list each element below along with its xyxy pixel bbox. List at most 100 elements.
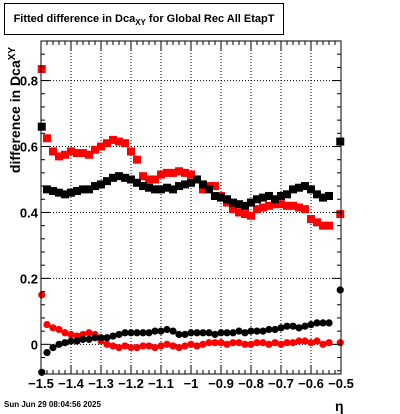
data-point-circle-3 bbox=[61, 339, 69, 347]
data-point-square-1 bbox=[151, 185, 159, 194]
data-point-circle-2 bbox=[193, 342, 201, 350]
data-point-square-0 bbox=[37, 65, 46, 74]
data-point-square-0 bbox=[139, 172, 147, 181]
data-point-square-0 bbox=[277, 200, 285, 209]
data-point-square-1 bbox=[229, 198, 237, 207]
data-point-square-0 bbox=[271, 200, 279, 209]
data-point-circle-3 bbox=[319, 319, 327, 327]
data-point-square-0 bbox=[109, 135, 117, 144]
data-point-circle-2 bbox=[283, 339, 291, 347]
data-point-square-0 bbox=[49, 147, 57, 156]
data-point-square-1 bbox=[336, 137, 345, 146]
data-point-circle-2 bbox=[235, 339, 243, 347]
data-point-square-1 bbox=[247, 198, 255, 207]
data-point-circle-3 bbox=[175, 330, 183, 339]
x-tick-label: −1.2 bbox=[118, 376, 144, 391]
data-point-square-0 bbox=[247, 211, 255, 220]
data-point-square-0 bbox=[85, 150, 93, 159]
data-point-square-1 bbox=[91, 182, 99, 191]
data-point-circle-3 bbox=[289, 322, 297, 330]
data-point-circle-2 bbox=[265, 340, 273, 348]
data-point-circle-3 bbox=[157, 327, 165, 335]
data-point-circle-3 bbox=[43, 348, 51, 357]
data-point-circle-2 bbox=[55, 325, 63, 334]
data-point-square-0 bbox=[67, 147, 75, 156]
x-tick-label: −0.8 bbox=[238, 376, 264, 391]
data-point-square-0 bbox=[145, 175, 153, 184]
data-point-circle-2 bbox=[151, 344, 159, 352]
data-point-circle-2 bbox=[175, 344, 183, 352]
data-point-circle-3 bbox=[217, 329, 225, 337]
data-point-circle-3 bbox=[79, 335, 87, 343]
data-point-square-0 bbox=[163, 168, 171, 177]
data-point-square-1 bbox=[67, 188, 75, 197]
data-point-square-1 bbox=[37, 122, 46, 131]
data-point-circle-3 bbox=[271, 325, 279, 334]
data-point-circle-3 bbox=[91, 334, 99, 342]
y-tick-label: 0.2 bbox=[20, 271, 38, 286]
data-point-circle-3 bbox=[313, 319, 321, 327]
data-point-circle-2 bbox=[277, 340, 285, 348]
data-point-circle-3 bbox=[38, 368, 46, 376]
data-point-square-1 bbox=[79, 185, 87, 194]
data-point-square-1 bbox=[145, 183, 153, 192]
data-point-circle-3 bbox=[247, 327, 255, 335]
x-tick-label: −0.6 bbox=[298, 376, 324, 391]
data-point-circle-3 bbox=[49, 344, 57, 352]
data-point-square-1 bbox=[49, 187, 57, 196]
data-point-square-1 bbox=[223, 195, 231, 204]
data-point-circle-3 bbox=[241, 329, 249, 337]
data-point-square-0 bbox=[43, 134, 51, 143]
data-point-square-0 bbox=[325, 221, 333, 230]
data-point-circle-2 bbox=[145, 342, 153, 350]
data-point-circle-2 bbox=[157, 342, 165, 350]
data-point-circle-3 bbox=[187, 329, 195, 337]
axes: −1.5 −1.4 −1.3 −1.2 −1.1 −1 −0.9 −0.8 −0.7 −0.6 −0… bbox=[20, 40, 354, 391]
data-point-square-1 bbox=[211, 191, 219, 200]
data-point-circle-3 bbox=[199, 329, 207, 337]
data-point-circle-3 bbox=[235, 327, 243, 335]
x-tick-label: −0.7 bbox=[268, 376, 294, 391]
data-point-circle-2 bbox=[103, 340, 111, 348]
data-point-circle-2 bbox=[336, 339, 344, 347]
data-point-circle-2 bbox=[301, 337, 309, 345]
data-point-square-0 bbox=[259, 203, 267, 212]
data-point-circle-3 bbox=[193, 329, 201, 337]
chart-title-subscript: XY bbox=[135, 17, 146, 27]
data-point-square-1 bbox=[55, 188, 63, 197]
data-point-circle-2 bbox=[73, 332, 81, 340]
data-point-circle-3 bbox=[211, 330, 219, 339]
data-point-circle-2 bbox=[247, 340, 255, 348]
data-point-circle-3 bbox=[151, 327, 159, 335]
data-point-circle-3 bbox=[85, 335, 93, 343]
data-point-circle-3 bbox=[259, 327, 267, 335]
data-point-circle-2 bbox=[139, 342, 147, 350]
y-tick-label: 0.4 bbox=[20, 205, 39, 220]
data-point-square-0 bbox=[61, 150, 69, 159]
data-point-square-0 bbox=[289, 201, 297, 210]
data-point-circle-3 bbox=[145, 329, 153, 337]
data-point-circle-3 bbox=[103, 334, 111, 342]
data-point-circle-2 bbox=[199, 340, 207, 348]
data-point-square-0 bbox=[97, 142, 105, 151]
data-point-circle-3 bbox=[115, 330, 123, 339]
data-point-circle-3 bbox=[139, 329, 147, 337]
data-point-square-0 bbox=[133, 155, 141, 164]
data-point-circle-2 bbox=[229, 339, 237, 347]
data-point-circle-3 bbox=[169, 327, 177, 335]
data-point-square-0 bbox=[211, 182, 219, 191]
data-point-circle-2 bbox=[67, 330, 75, 339]
data-point-square-1 bbox=[43, 185, 51, 194]
data-point-square-1 bbox=[115, 172, 123, 181]
data-point-circle-2 bbox=[187, 340, 195, 348]
data-point-circle-2 bbox=[163, 340, 171, 348]
data-point-square-1 bbox=[85, 185, 93, 194]
data-point-square-0 bbox=[187, 170, 195, 179]
x-tick-label: −0.5 bbox=[328, 376, 354, 391]
data-point-square-1 bbox=[319, 193, 327, 202]
data-point-square-1 bbox=[253, 195, 261, 204]
data-series bbox=[37, 65, 345, 376]
data-point-circle-2 bbox=[43, 320, 51, 329]
data-point-circle-3 bbox=[205, 329, 213, 337]
data-point-circle-2 bbox=[61, 329, 69, 337]
